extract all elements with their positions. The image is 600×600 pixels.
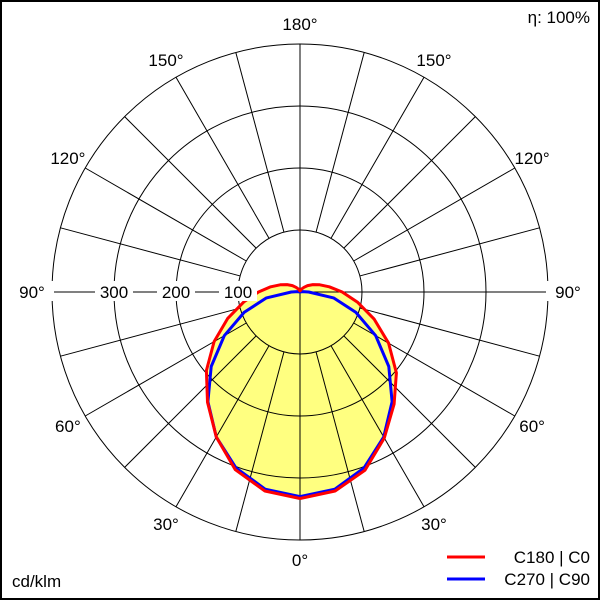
angle-label-30: 30° — [421, 515, 447, 534]
angle-label-180: 180° — [282, 15, 317, 34]
tick-label-bg — [157, 281, 195, 301]
radial-line-30 — [330, 345, 425, 508]
radial-line-150 — [330, 76, 425, 239]
legend-label-c270-c90: C270 | C90 — [504, 570, 590, 589]
radial-line-30 — [175, 345, 270, 508]
radial-line-75 — [60, 307, 241, 357]
tick-label-bg — [95, 281, 133, 301]
radial-tick-label-200: 200 — [162, 283, 190, 302]
radial-tick-label-300: 300 — [100, 283, 128, 302]
angle-label-0: 0° — [292, 551, 308, 570]
angle-label-60: 60° — [519, 417, 545, 436]
radial-line-75 — [359, 307, 540, 357]
radial-line-165 — [315, 52, 365, 233]
radial-line-15 — [315, 351, 365, 532]
angle-label-bg — [10, 281, 54, 301]
legend-label-c180-c0: C180 | C0 — [514, 548, 590, 567]
angle-label-150: 150° — [416, 51, 451, 70]
radial-line-45 — [124, 335, 257, 468]
angle-label-90: 90° — [19, 283, 45, 302]
angle-label-120: 120° — [50, 149, 85, 168]
tick-label-bg — [219, 281, 257, 301]
radial-line-60 — [84, 322, 247, 417]
radial-line-105 — [359, 227, 540, 277]
legend: C180 | C0 C270 | C90 — [447, 548, 590, 589]
radial-line-135 — [124, 116, 257, 249]
angle-label-30: 30° — [153, 515, 179, 534]
radial-line-45 — [343, 335, 476, 468]
radial-line-15 — [235, 351, 285, 532]
efficiency-label: η: 100% — [528, 8, 590, 27]
curve-c180-c0 — [204, 283, 398, 500]
radial-line-135 — [343, 116, 476, 249]
angle-label-150: 150° — [148, 51, 183, 70]
unit-label: cd/klm — [12, 572, 61, 591]
radial-tick-label-100: 100 — [224, 283, 252, 302]
radial-line-105 — [60, 227, 241, 277]
angle-label-60: 60° — [55, 417, 81, 436]
radial-line-60 — [353, 322, 516, 417]
angle-label-bg — [546, 281, 590, 301]
angle-label-120: 120° — [515, 149, 550, 168]
radial-line-165 — [235, 52, 285, 233]
radial-line-120 — [353, 167, 516, 262]
radial-line-150 — [175, 76, 270, 239]
radial-line-120 — [84, 167, 247, 262]
angle-label-90: 90° — [555, 283, 581, 302]
